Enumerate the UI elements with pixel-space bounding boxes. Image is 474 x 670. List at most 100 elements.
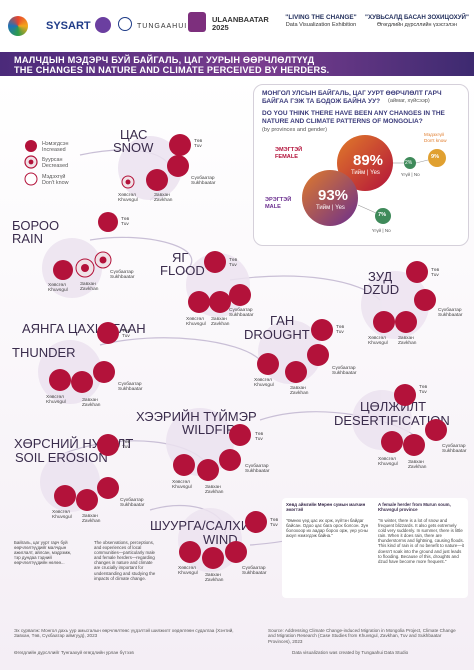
label-zavkhan-en: Zavkhan bbox=[398, 341, 417, 346]
topic-title-en: THUNDER bbox=[12, 345, 76, 360]
event-subtitle-mn: Өгөгдлийн дүрсллийн үзэсгэлэн bbox=[376, 22, 458, 28]
label-sukhbaatar-mn: Сүхбаатар bbox=[242, 566, 266, 571]
male-yes-pct: 93% bbox=[318, 187, 349, 204]
source-mn: Эх сурвалж: Монгол дахь уур амьсгалын өө… bbox=[14, 628, 234, 639]
label-khuvsgul-mn: Хөвсгөл bbox=[48, 283, 66, 288]
label-khuvsgul-mn: Хөвсгөл bbox=[378, 457, 396, 462]
label-tuv-mn: Төв bbox=[270, 518, 279, 523]
label-tuv-mn: Төв bbox=[336, 325, 345, 330]
dot-snow-khuvsgul-center bbox=[125, 179, 131, 185]
topic-title-mn: ХЭЭРИЙН ТҮЙМЭР bbox=[136, 409, 257, 424]
label-tuv-en: Tuv bbox=[122, 445, 130, 450]
label-zavkhan-en: Zavkhan bbox=[290, 391, 309, 396]
credit-mn: Өгөгдлийн дүрсллийг Тунгаахуй өгөгдлийн … bbox=[14, 650, 134, 655]
dot-desert-tuv bbox=[394, 384, 416, 406]
dot-thunder-sukhbaatar bbox=[93, 361, 115, 383]
female-yes-label: Тийм | Yes bbox=[351, 170, 380, 176]
label-tuv-mn: Төв bbox=[229, 258, 238, 263]
label-tuv-en: Tuv bbox=[255, 437, 263, 442]
thunder-cluster bbox=[49, 322, 119, 393]
drought-cluster bbox=[257, 319, 333, 383]
label-zavkhan-mn: Завхан bbox=[398, 336, 414, 341]
legend-increased-en: Increased bbox=[42, 147, 66, 153]
label-sukhbaatar-en: Sukhbaatar bbox=[242, 571, 267, 576]
dot-rain-sukhbaatar-center bbox=[99, 256, 107, 264]
dot-wind-sukhbaatar bbox=[225, 541, 247, 563]
pie-female-no bbox=[404, 157, 416, 169]
label-zavkhan-mn: Завхан bbox=[82, 514, 98, 519]
label-sukhbaatar-mn: Сүхбаатар bbox=[229, 308, 253, 313]
label-tuv-mn: Төв bbox=[255, 432, 264, 437]
label-khuvsgul-mn: Хөвсгөл bbox=[178, 566, 196, 571]
herder-title-en: A female herder from Murun soum, Khuvsgu… bbox=[378, 502, 451, 513]
sysart-logo: SYSART bbox=[46, 20, 91, 32]
label-zavkhan-mn: Завхан bbox=[80, 282, 96, 287]
label-zavkhan-en: Zavkhan bbox=[154, 198, 173, 203]
label-sukhbaatar-en: Sukhbaatar bbox=[245, 469, 270, 474]
topic-title-en: DROUGHT bbox=[244, 327, 310, 342]
female-no-pct: 2% bbox=[405, 160, 413, 166]
label-khuvsgul-en: Khuvsgul bbox=[172, 485, 192, 490]
male-no-pct: 7% bbox=[378, 212, 387, 218]
label-sukhbaatar-mn: Сүхбаатар bbox=[110, 270, 134, 275]
label-sukhbaatar-mn: Сүхбаатар bbox=[438, 308, 462, 313]
pie-connector bbox=[415, 159, 429, 164]
topic-title-en: DZUD bbox=[363, 282, 400, 297]
label-tuv-mn: Төв bbox=[121, 217, 130, 222]
female-no-label: Үгүй | No bbox=[401, 172, 420, 177]
rain-cluster bbox=[53, 212, 118, 280]
quote-intro-en: The observations, perceptions, and exper… bbox=[94, 540, 156, 581]
legend-increased-mn: Нэмэгдсэн bbox=[42, 141, 69, 147]
event-subtitle: Data Visualization Exhibition bbox=[285, 22, 357, 28]
dot-wind-khuvsgul bbox=[179, 541, 201, 563]
title-banner: МАЛЧДЫН МЭДЭРЧ БУЙ БАЙГАЛЬ, ЦАГ УУРЫН ӨӨ… bbox=[0, 52, 474, 76]
dot-wildfire-zavkhan bbox=[197, 459, 219, 481]
label-sukhbaatar-en: Sukhbaatar bbox=[110, 275, 135, 280]
label-tuv-mn: Төв bbox=[419, 385, 428, 390]
undp-logo-icon bbox=[118, 17, 132, 31]
label-tuv-en: Tuv bbox=[336, 330, 344, 335]
label-sukhbaatar-en: Sukhbaatar bbox=[442, 449, 467, 454]
topic-title-en: WIND bbox=[203, 532, 238, 547]
dot-wildfire-tuv bbox=[229, 424, 251, 446]
pie-connector bbox=[357, 204, 377, 214]
question-en-note: (by provinces and gender) bbox=[262, 127, 327, 133]
herder-title-mn: Хөвд аймгийн Мөрөн сумын малчин эмэгтэй bbox=[286, 502, 366, 513]
dot-erosion-tuv bbox=[97, 434, 119, 456]
topic-title-en: SNOW bbox=[113, 140, 154, 155]
dk-label-mn: Мэдэхгүй bbox=[424, 132, 444, 137]
label-sukhbaatar-mn: Сүхбаатар bbox=[118, 382, 142, 387]
dot-erosion-zavkhan bbox=[76, 489, 98, 511]
label-tuv-mn: Төв bbox=[194, 139, 203, 144]
topic-title-en: FLOOD bbox=[160, 263, 205, 278]
label-sukhbaatar-en: Sukhbaatar bbox=[120, 503, 145, 508]
dot-thunder-tuv bbox=[97, 322, 119, 344]
male-yes-label: Тийм | Yes bbox=[316, 205, 345, 211]
pie-male-yes bbox=[302, 170, 358, 226]
label-khuvsgul-mn: Хөвсгөл bbox=[368, 336, 386, 341]
dot-desert-khuvsgul bbox=[381, 431, 403, 453]
dot-desert-sukhbaatar bbox=[425, 419, 447, 441]
dot-rain-zavkhan-center bbox=[81, 264, 89, 272]
topic-title-mn: ЦАС bbox=[120, 127, 148, 142]
label-khuvsgul-en: Khuvsgul bbox=[178, 571, 198, 576]
quote-card bbox=[282, 498, 468, 598]
dot-wildfire-khuvsgul bbox=[173, 454, 195, 476]
label-zavkhan-mn: Завхан bbox=[205, 573, 221, 578]
pie-female-dontknow bbox=[428, 149, 446, 167]
ulaanbaatar-logo: ULAANBAATAR 2025 bbox=[212, 15, 269, 32]
label-khuvsgul-en: Khuvsgul bbox=[118, 198, 138, 203]
dot-dzud-khuvsgul bbox=[373, 311, 395, 333]
label-khuvsgul-en: Khuvsgul bbox=[46, 400, 66, 405]
legend-decreased-en: Decreased bbox=[42, 163, 69, 169]
erosion-cluster bbox=[54, 434, 119, 511]
female-label-en: FEMALE bbox=[275, 154, 298, 160]
source-en: Source: Addressing Climate Change-induce… bbox=[268, 628, 456, 644]
label-khuvsgul-en: Khuvsgul bbox=[186, 322, 206, 327]
event-title-mn: "ХУВЬСАЛД БАСАН ЗОХИЦОХУЙ" bbox=[365, 14, 469, 21]
label-sukhbaatar-mn: Сүхбаатар bbox=[245, 464, 269, 469]
label-khuvsgul-en: Khuvsgul bbox=[378, 462, 398, 467]
dot-dzud-tuv bbox=[406, 261, 428, 283]
label-zavkhan-mn: Завхан bbox=[408, 460, 424, 465]
event-title: "LIVING THE CHANGE" bbox=[285, 14, 357, 21]
